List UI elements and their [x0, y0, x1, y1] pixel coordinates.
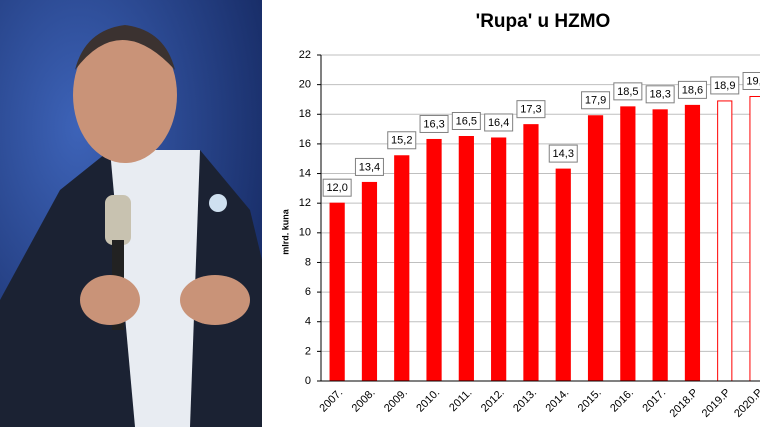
bar [749, 95, 760, 382]
bar [717, 100, 733, 382]
x-tick-label: 2016. [608, 387, 636, 415]
value-label: 13,4 [359, 161, 380, 173]
bar [523, 124, 539, 382]
x-tick-label: 2013. [511, 387, 539, 415]
value-label-box [581, 91, 611, 110]
value-label: 15,2 [391, 135, 412, 147]
y-tick-label: 8 [305, 256, 311, 268]
value-label: 17,9 [585, 95, 606, 107]
head [73, 27, 177, 163]
bar [555, 168, 571, 382]
y-tick-label: 18 [299, 108, 311, 120]
chart: 'Rupa' u HZMO mlrd. kuna 0 2 4 6 8 10 12 14 16 18… [280, 11, 760, 420]
value-label-box [613, 82, 643, 101]
hair [75, 25, 175, 70]
bar [361, 181, 378, 382]
value-label: 12,0 [326, 182, 347, 194]
y-tick-label: 20 [299, 79, 311, 91]
value-label-box [710, 76, 740, 95]
shirt [110, 150, 200, 427]
x-tick-label: 2007. [317, 387, 345, 415]
value-label-box [742, 71, 760, 90]
x-tick-label: 2008. [350, 387, 378, 415]
bar [426, 138, 442, 382]
value-label: 16,5 [456, 115, 477, 127]
y-tick-label: 16 [299, 138, 311, 150]
x-tick-label: 2011. [447, 387, 474, 414]
y-axis-label: mlrd. kuna [280, 208, 290, 255]
value-label: 18,9 [714, 80, 735, 92]
value-label-box [419, 114, 449, 133]
hand [180, 275, 250, 325]
value-label: 18,3 [649, 89, 670, 101]
bar [684, 104, 701, 382]
pin-badge [209, 194, 227, 212]
value-label-box [677, 80, 707, 99]
value-label: 18,6 [682, 84, 703, 96]
y-tick-label: 2 [305, 345, 311, 357]
y-tick-label: 22 [299, 49, 311, 61]
y-tick-label: 0 [305, 375, 311, 387]
value-label: 14,3 [553, 148, 574, 160]
x-tick-label: 2015. [576, 387, 604, 415]
x-tick-label: 2014. [543, 387, 571, 415]
value-label-box [387, 131, 417, 150]
x-tick-label: 2010. [414, 387, 442, 415]
x-tick-label: 2017. [640, 387, 668, 415]
value-label-box [354, 157, 384, 176]
chart-title: 'Rupa' u HZMO [476, 11, 611, 32]
bar [458, 136, 474, 382]
x-tick-label: 2019.P [700, 387, 733, 420]
y-tick-label: 14 [299, 167, 311, 179]
hand [80, 275, 140, 325]
x-tick-label: 2020.P [732, 387, 760, 420]
y-tick-label: 12 [299, 197, 311, 209]
value-label: 18,5 [617, 86, 638, 98]
y-tick-label: 10 [299, 227, 311, 239]
bar [587, 115, 604, 382]
value-label-box [322, 178, 352, 197]
value-label: 16,3 [423, 118, 444, 130]
x-tick-label: 2009. [382, 387, 410, 415]
value-label-box [484, 113, 514, 132]
value-label-box [645, 85, 675, 104]
speaker-photo [0, 0, 262, 427]
y-tick-label: 6 [305, 286, 311, 298]
microphone [105, 195, 131, 245]
y-tick-label: 4 [305, 316, 311, 328]
value-label-box [548, 144, 578, 163]
bar [652, 109, 668, 382]
bar [620, 106, 636, 382]
bar [394, 155, 410, 382]
value-label: 19,2 [746, 75, 760, 87]
value-label: 17,3 [520, 104, 541, 116]
value-label-box [451, 112, 481, 130]
value-label: 16,4 [488, 117, 509, 129]
bar [491, 137, 507, 382]
bar [329, 202, 345, 382]
value-label-box [516, 100, 546, 119]
x-tick-label: 2018.P [667, 387, 700, 420]
x-tick-label: 2012. [479, 387, 507, 415]
